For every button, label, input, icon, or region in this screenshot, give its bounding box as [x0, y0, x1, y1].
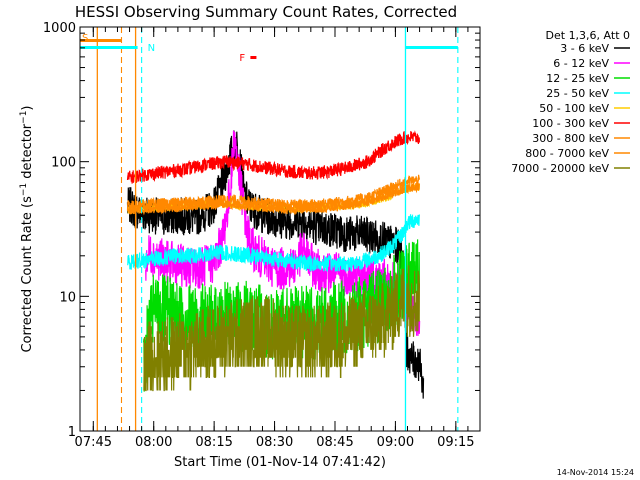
series-line-8	[126, 182, 420, 216]
x-tick-label: 08:45	[316, 435, 353, 450]
y-axis-label-part: detector	[20, 123, 35, 183]
legend-label-6: 100 - 300 keV	[532, 117, 609, 130]
night-label: N	[148, 43, 155, 54]
saa-bar	[80, 39, 122, 42]
x-tick-label: 09:15	[437, 435, 474, 450]
series-line-4	[126, 213, 420, 273]
legend-label-3: 12 - 25 keV	[546, 72, 609, 85]
series-line-3	[143, 239, 420, 392]
plot-frame	[79, 26, 481, 432]
legend-label-7: 300 - 800 keV	[532, 132, 609, 145]
legend: Det 1,3,6, Att 03 - 6 keV 6 - 12 keV 12 - …	[511, 29, 630, 175]
x-tick-label: 08:00	[135, 435, 172, 450]
axes-layer: 1 10 100 1000 07:45 08:00 08:15 08:30 08:45 09:00…	[43, 21, 480, 450]
night-bar	[80, 46, 138, 49]
series-line-6	[126, 130, 420, 184]
y-tick-label: 1000	[43, 21, 76, 36]
y-axis-label-part: −1	[19, 183, 29, 196]
x-tick-label: 09:00	[377, 435, 414, 450]
legend-label-1: 3 - 6 keV	[560, 42, 609, 55]
legend-label-5: 50 - 100 keV	[539, 102, 609, 115]
legend-header: Det 1,3,6, Att 0	[546, 29, 630, 42]
series-layer	[126, 130, 425, 399]
legend-label-9: 7000 - 20000 keV	[511, 162, 609, 175]
series-line-9	[143, 265, 420, 392]
marker-layer: S N F	[80, 27, 459, 431]
flare-bar	[250, 56, 257, 59]
x-tick-label: 08:15	[195, 435, 232, 450]
chart-title: HESSI Observing Summary Count Rates, Cor…	[75, 3, 457, 21]
y-axis-label: Corrected Count Rate (s−1 detector−1)	[19, 105, 35, 352]
series-line-7	[126, 174, 420, 212]
legend-label-2: 6 - 12 keV	[553, 57, 609, 70]
footer-timestamp: 14-Nov-2014 15:24	[557, 468, 634, 477]
legend-label-4: 25 - 50 keV	[546, 87, 609, 100]
night-bar	[405, 46, 458, 49]
x-tick-label: 08:30	[256, 435, 293, 450]
x-axis-label: Start Time (01-Nov-14 07:41:42)	[174, 455, 386, 470]
legend-label-8: 800 - 7000 keV	[525, 147, 609, 160]
x-tick-label: 07:45	[75, 435, 112, 450]
y-axis-label-part: Corrected Count Rate (s	[20, 196, 35, 353]
y-axis-label-part: −1	[19, 111, 29, 124]
saa-label: S	[82, 33, 88, 44]
y-axis-label-part: )	[20, 105, 35, 110]
y-tick-label: 100	[51, 156, 76, 171]
y-tick-label: 1	[68, 425, 76, 440]
y-tick-label: 10	[59, 290, 76, 305]
flare-label: F	[239, 53, 245, 64]
